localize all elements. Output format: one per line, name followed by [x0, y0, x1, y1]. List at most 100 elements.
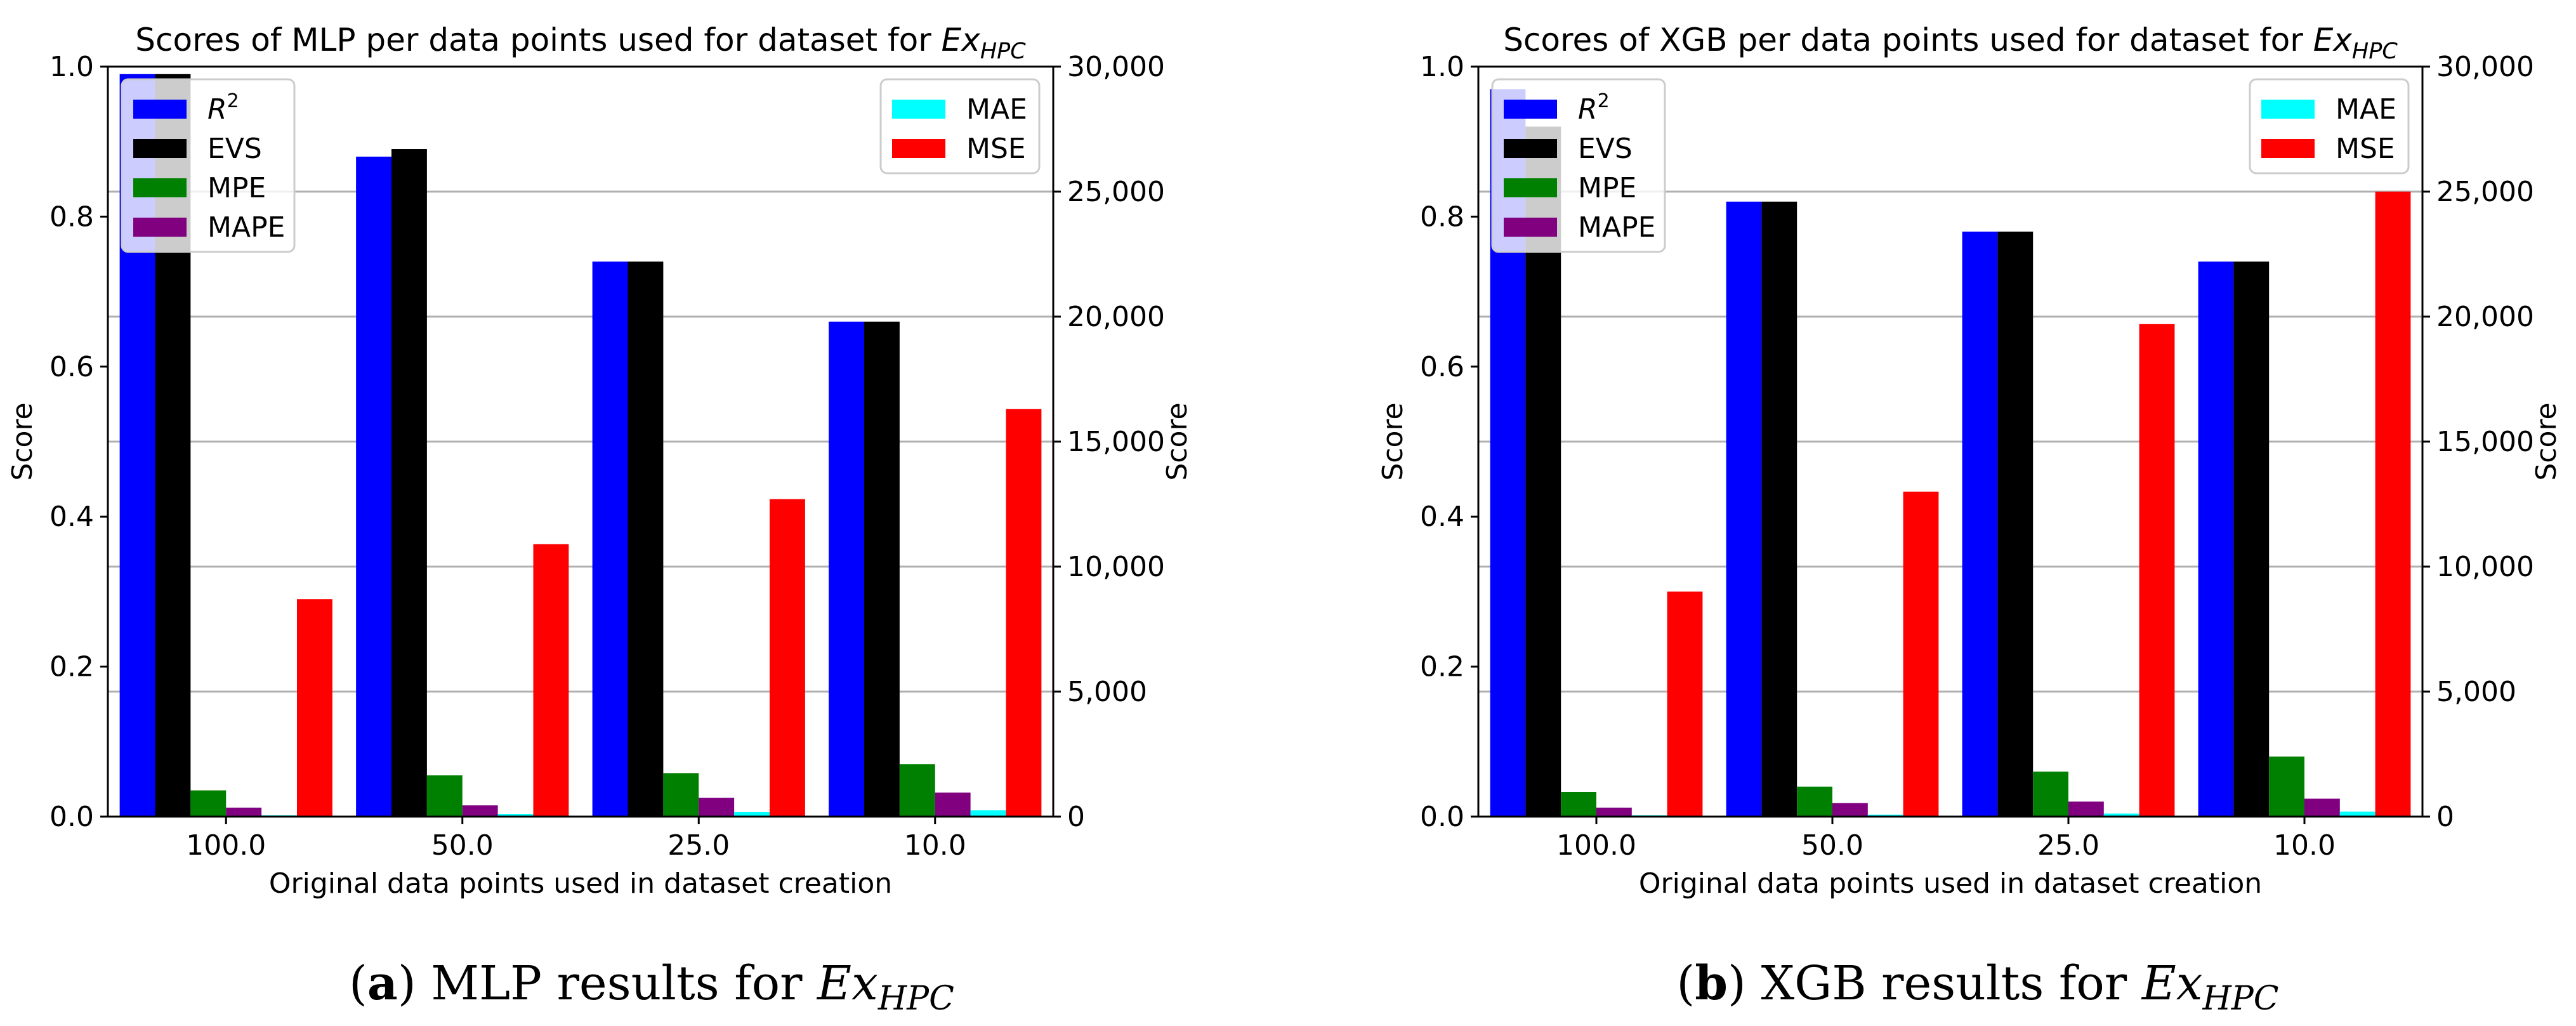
y-axis-label-right: Score	[2530, 402, 2563, 480]
bar-evs-10-0	[864, 321, 900, 817]
legend-swatch-mape	[1504, 218, 1557, 237]
bar-mape-10-0	[2304, 798, 2340, 817]
bar-mae-50-0	[1867, 814, 1903, 817]
legend-swatch-mse	[2261, 139, 2315, 158]
legend-swatch-evs	[1504, 139, 1557, 158]
bar-r-50-0	[1726, 201, 1762, 817]
caption-xgb-math-sub: HPC	[2202, 980, 2278, 1018]
x-tick-label: 50.0	[1801, 829, 1863, 862]
caption-mlp-math: Ex	[816, 956, 878, 1011]
legend-label-mpe: MPE	[1578, 172, 1636, 204]
bar-mpe-100-0	[1561, 791, 1596, 817]
bar-mae-10-0	[970, 810, 1006, 817]
y-tick-label-right: 5,000	[1067, 676, 1147, 708]
chart-title: Scores of MLP per data points used for d…	[135, 22, 1026, 64]
bar-r-10-0	[2198, 261, 2234, 817]
y-tick-label-left: 0.2	[49, 651, 94, 683]
y-tick-label-right: 30,000	[2436, 51, 2534, 83]
legend-swatch-mpe	[133, 178, 187, 197]
bar-mape-25-0	[2068, 801, 2104, 817]
bar-mape-25-0	[699, 798, 735, 817]
chart-title-math: Ex	[942, 22, 981, 58]
bar-mpe-25-0	[2033, 772, 2068, 817]
y-tick-label-right: 5,000	[2436, 676, 2516, 708]
caption-xgb: (b) XGB results for ExHPC	[1676, 956, 2278, 1018]
chart-title-math-sub: HPC	[980, 39, 1026, 64]
y-tick-label-left: 1.0	[1420, 51, 1464, 83]
bar-mae-50-0	[497, 814, 534, 817]
legend-label-evs: EVS	[207, 133, 262, 165]
legend-swatch-mape	[133, 218, 187, 237]
bar-mse-10-0	[2375, 192, 2411, 817]
legend-label-r: R2	[1578, 90, 1610, 126]
legend-label-mse: MSE	[2336, 133, 2395, 165]
legend-label-mpe: MPE	[207, 172, 266, 204]
bar-evs-25-0	[1997, 232, 2034, 817]
caption-mlp-text: MLP results for	[416, 956, 817, 1011]
y-tick-label-right: 20,000	[1067, 301, 1165, 333]
caption-xgb-text: XGB results for	[1746, 956, 2142, 1011]
legend-box	[1491, 78, 1666, 253]
legend-label-mae: MAE	[966, 93, 1027, 126]
bar-mse-10-0	[1006, 409, 1042, 817]
y-tick-label-right: 10,000	[2436, 551, 2534, 583]
legend-label-mse: MSE	[966, 133, 1026, 165]
bar-mape-100-0	[1596, 807, 1632, 817]
bar-evs-50-0	[1761, 201, 1797, 817]
y-tick-label-left: 0.2	[1420, 651, 1464, 683]
caption-xgb-math: Ex	[2141, 956, 2203, 1011]
bar-mape-10-0	[935, 793, 971, 817]
y-tick-label-right: 0	[2436, 801, 2454, 833]
y-tick-label-right: 20,000	[2436, 301, 2534, 333]
caption-mlp: (a) MLP results for ExHPC	[349, 956, 954, 1018]
x-tick-label: 100.0	[1556, 829, 1636, 862]
y-tick-label-left: 0.8	[1420, 201, 1464, 233]
bar-mae-25-0	[2103, 813, 2139, 817]
legend-swatch-mae	[892, 100, 945, 119]
y-tick-label-right: 30,000	[1067, 51, 1165, 83]
y-tick-label-left: 0.6	[49, 351, 94, 383]
chart-title-text: Scores of XGB per data points used for d…	[1503, 22, 2313, 58]
legend-swatch-evs	[133, 139, 187, 158]
mlp-chart-panel: 100.0 50.0 25.0 10.0 0.0 0.2 0.4 0.6 0.8 1.0 0 5,00…	[6, 22, 1193, 900]
bar-evs-10-0	[2233, 261, 2270, 817]
bar-mse-25-0	[770, 499, 805, 817]
legend-swatch-r	[133, 100, 187, 119]
y-tick-label-left: 0.6	[1420, 351, 1464, 383]
x-tick-label: 10.0	[2273, 829, 2336, 862]
bar-evs-25-0	[628, 261, 664, 817]
bar-mpe-100-0	[190, 790, 227, 817]
legend-right: MAE MSE	[2249, 78, 2410, 174]
chart-title: Scores of XGB per data points used for d…	[1503, 22, 2398, 64]
bar-mpe-50-0	[426, 775, 463, 817]
bar-mse-25-0	[2139, 324, 2175, 817]
legend-swatch-mse	[892, 139, 945, 158]
legend-right: MAE MSE	[879, 78, 1041, 174]
x-tick-label: 25.0	[2037, 829, 2100, 862]
legend-label-r: R2	[207, 90, 239, 126]
y-tick-label-left: 0.8	[49, 201, 94, 233]
bar-mae-25-0	[734, 812, 770, 817]
y-tick-label-right: 25,000	[2436, 176, 2534, 208]
bar-r-50-0	[356, 156, 391, 817]
y-tick-label-left: 0.0	[1420, 801, 1464, 833]
legend-label-mape: MAPE	[207, 211, 285, 244]
bar-mpe-50-0	[1797, 786, 1832, 817]
bar-mape-50-0	[1832, 803, 1868, 817]
x-tick-label: 100.0	[186, 829, 266, 862]
y-tick-label-right: 15,000	[1067, 426, 1165, 458]
bar-r-10-0	[829, 321, 864, 817]
y-axis-label-right: Score	[1161, 402, 1193, 480]
legend-swatch-mpe	[1504, 178, 1557, 197]
chart-title-math-sub: HPC	[2352, 39, 2398, 64]
legend-label-evs: EVS	[1578, 133, 1633, 165]
legend-swatch-mae	[2261, 100, 2315, 119]
y-tick-label-right: 15,000	[2436, 426, 2534, 458]
y-tick-label-left: 1.0	[49, 51, 94, 83]
y-tick-label-right: 10,000	[1067, 551, 1165, 583]
legend-left: R2 EVS MPE MAPE	[121, 78, 296, 253]
bar-mpe-10-0	[2269, 756, 2304, 817]
legend-left: R2 EVS MPE MAPE	[1491, 78, 1666, 253]
x-tick-label: 25.0	[667, 829, 730, 862]
